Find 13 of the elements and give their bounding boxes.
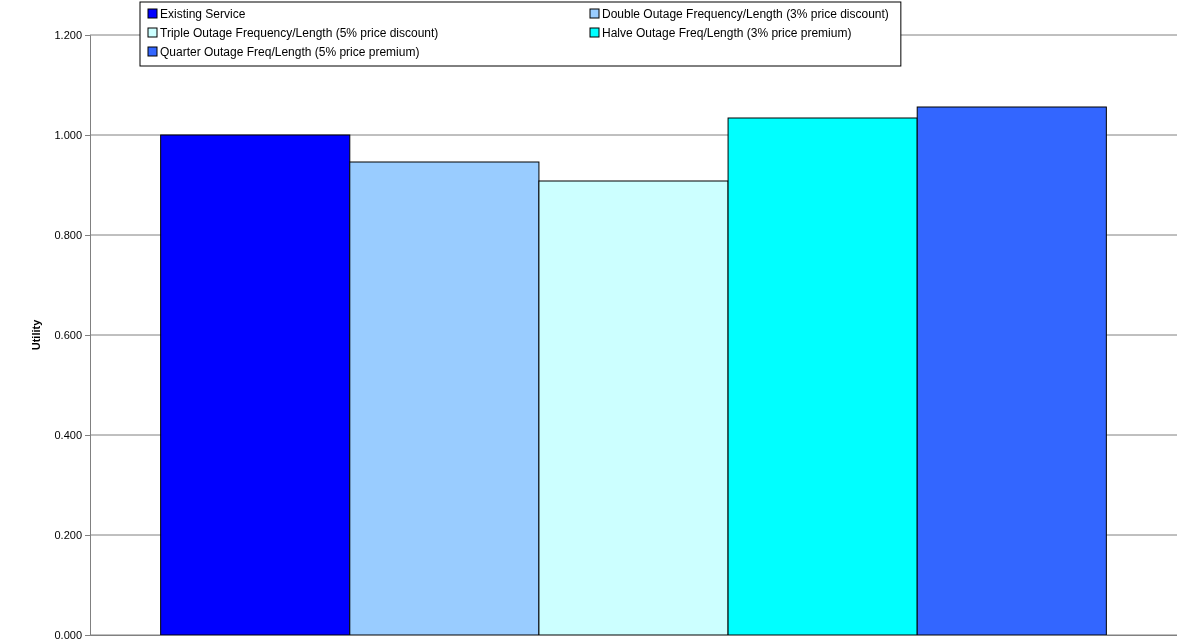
legend-label: Halve Outage Freq/Length (3% price premium)	[602, 26, 852, 40]
y-tick-label: 0.600	[54, 329, 82, 342]
legend-label: Double Outage Frequency/Length (3% price discount)	[602, 7, 889, 21]
y-tick-label: 0.000	[54, 629, 82, 642]
y-tick-label: 0.400	[54, 429, 82, 442]
legend-label: Existing Service	[160, 7, 246, 21]
y-tick-label: 0.200	[54, 529, 82, 542]
y-tick-label: 0.800	[54, 229, 82, 242]
y-tick-label: 1.000	[54, 129, 82, 142]
legend-label: Quarter Outage Freq/Length (5% price premium)	[160, 45, 420, 59]
y-tick-label: 1.200	[54, 29, 82, 42]
legend-label: Triple Outage Frequency/Length (5% price discount)	[160, 26, 439, 40]
y-axis-title: Utility	[30, 318, 42, 351]
